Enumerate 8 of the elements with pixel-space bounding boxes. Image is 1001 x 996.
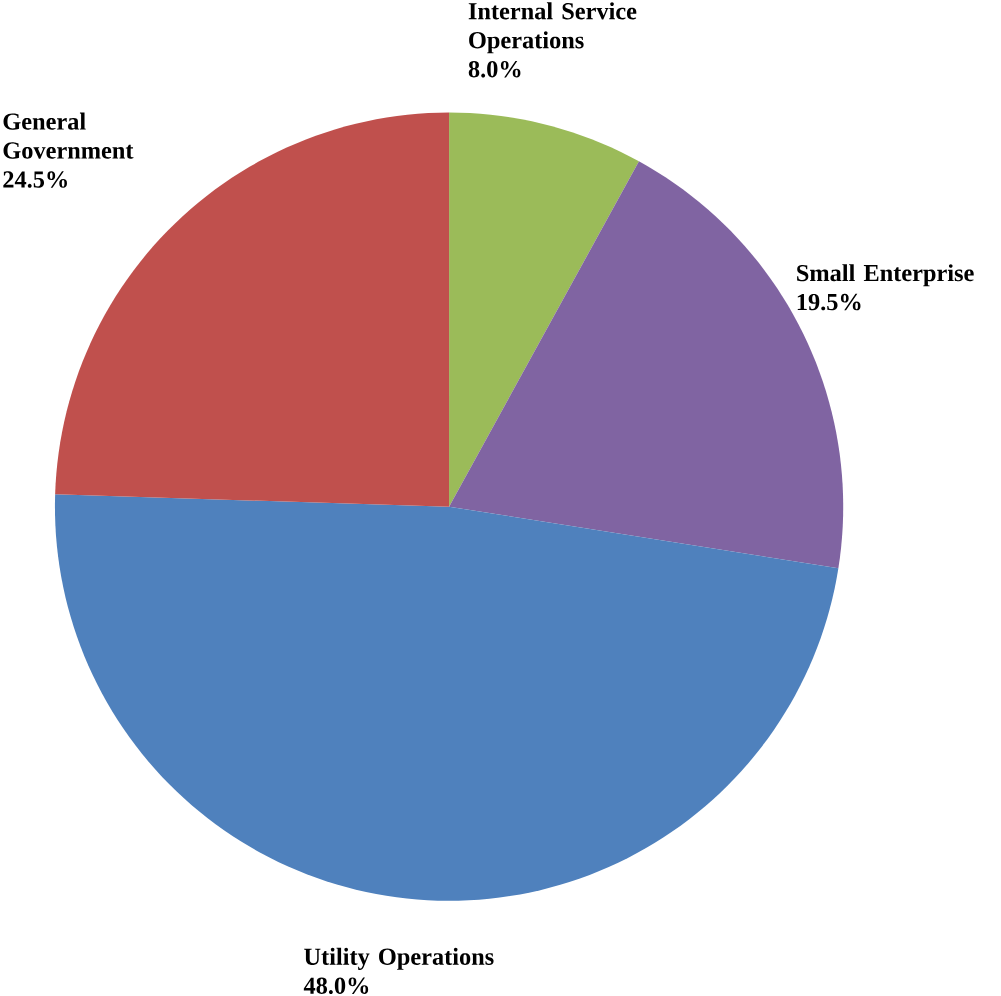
data-label: 24.5%	[3, 171, 67, 188]
data-label: 48.0%	[303, 977, 369, 994]
slice-label: Small Enterprise	[797, 264, 974, 287]
slice-label: Utility Operations	[304, 947, 494, 970]
data-label: 8.0%	[468, 60, 521, 78]
slice-label: General Government	[3, 112, 134, 159]
data-label: 19.5%	[797, 293, 861, 311]
slice-label: Internal Service Operations	[468, 2, 637, 54]
